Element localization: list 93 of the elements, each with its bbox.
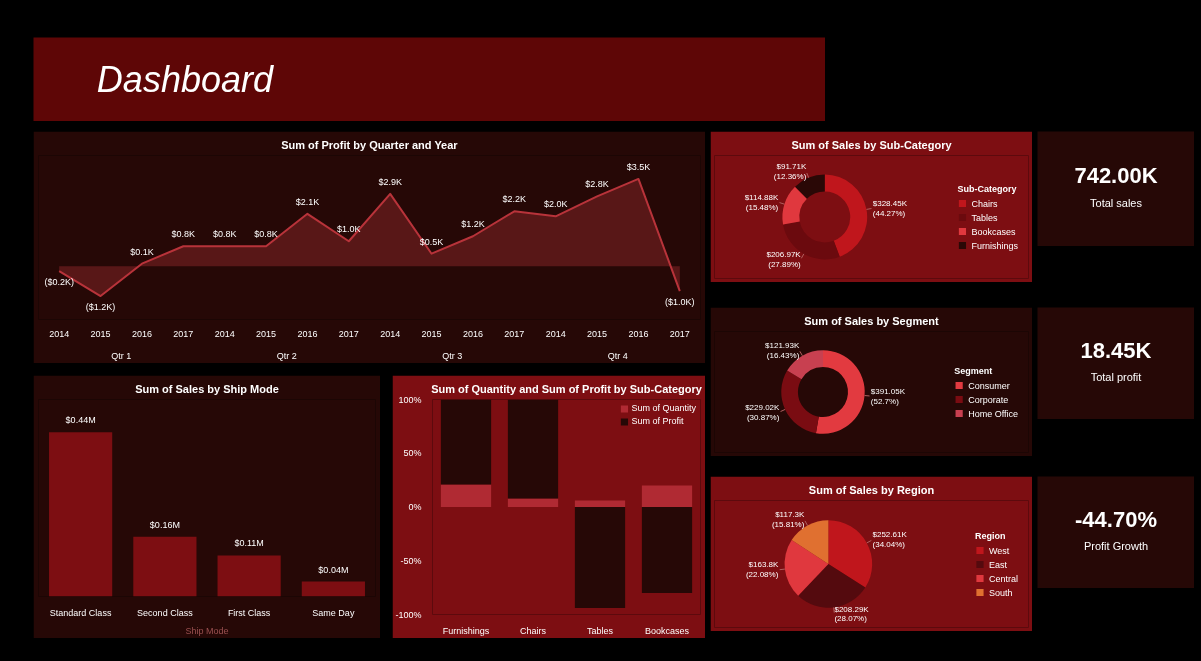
x-tick-label: 2016 [462, 328, 483, 339]
legend-label: Sum of Quantity [631, 403, 696, 413]
text: 742.00K [1074, 162, 1158, 188]
data-label: ($1.2K) [85, 302, 116, 313]
data-label: ($0.2K) [44, 277, 74, 288]
data-label: $0.8K [171, 229, 196, 240]
legend-label: Home Office [968, 408, 1018, 418]
chart-title: Sum of Sales by Region [808, 483, 935, 496]
data-label: $121.93K (16.43%) [765, 340, 800, 360]
text: -44.70% [1075, 506, 1157, 532]
x-tick-label: Tables [586, 625, 614, 636]
data-label: $1.0K [337, 224, 361, 235]
chart-title: Sum of Sales by Ship Mode [135, 382, 279, 395]
data-label: $229.02K (30.87%) [745, 402, 781, 422]
text: Qtr 2 [276, 350, 297, 361]
data-label: $1.2K [461, 219, 485, 230]
data-label: $2.2K [502, 194, 527, 205]
data-label: $0.44M [65, 415, 96, 426]
x-tick-label: Chairs [520, 625, 547, 636]
chart-title: Sum of Sales by Sub-Category [791, 138, 953, 151]
data-label: $0.04M [318, 564, 349, 575]
data-label: $391.05K (52.7%) [870, 386, 906, 406]
x-tick-label: 2016 [628, 328, 649, 339]
data-label: ($1.0K) [665, 297, 695, 308]
legend-label: West [988, 545, 1010, 555]
legend-label: East [988, 559, 1008, 569]
x-tick-label: 2015 [256, 328, 277, 339]
text: Total sales [1090, 196, 1143, 209]
x-tick-label: Bookcases [644, 625, 690, 636]
data-label: $2.1K [295, 196, 320, 207]
x-tick-label: 2014 [49, 328, 70, 339]
legend-label: Chairs [971, 198, 998, 208]
data-label: $117.3K (15.81%) [771, 510, 806, 530]
data-label: $2.9K [378, 176, 402, 187]
legend-title: Segment [954, 365, 994, 375]
legend-label: Furnishings [971, 240, 1018, 250]
y-tick-label: 100% [398, 394, 422, 405]
legend-label: South [988, 587, 1013, 597]
text: Qtr 1 [111, 350, 132, 361]
data-label: $114.88K (15.48%) [744, 192, 779, 212]
x-tick-label: 2017 [338, 328, 359, 339]
data-label: $2.8K [585, 179, 609, 190]
x-tick-label: 2016 [297, 328, 318, 339]
x-tick-label: 2015 [90, 328, 111, 339]
x-axis-title: Ship Mode [185, 625, 229, 636]
x-tick-label: 2016 [131, 328, 152, 339]
data-label: $208.29K (28.07%) [834, 604, 870, 624]
y-tick-label: -50% [400, 555, 422, 566]
text: Qtr 3 [442, 350, 463, 361]
x-tick-label: First Class [227, 607, 271, 618]
legend-label: Tables [971, 212, 998, 222]
x-tick-label: 2017 [504, 328, 525, 339]
text: Profit Growth [1083, 539, 1149, 552]
x-tick-label: 2015 [421, 328, 442, 339]
x-tick-label: Same Day [312, 607, 355, 618]
chart-title: Sum of Profit by Quarter and Year [281, 138, 459, 151]
x-tick-label: Standard Class [49, 607, 112, 618]
text: Dashboard [96, 59, 274, 100]
x-tick-label: Furnishings [442, 625, 490, 636]
x-tick-label: 2017 [173, 328, 194, 339]
data-label: $163.8K (22.08%) [745, 560, 779, 580]
data-label: $328.45K (44.27%) [872, 198, 908, 218]
x-tick-label: 2015 [587, 328, 608, 339]
x-tick-label: 2014 [380, 328, 401, 339]
text: 18.45K [1080, 337, 1152, 363]
data-label: $0.1K [130, 246, 154, 257]
text: Qtr 4 [607, 350, 628, 361]
x-tick-label: 2014 [545, 328, 566, 339]
data-label: $2.0K [543, 199, 568, 210]
data-label: $0.8K [212, 229, 237, 240]
data-label: $3.5K [626, 161, 651, 172]
legend-title: Sub-Category [957, 183, 1018, 193]
legend-label: Bookcases [971, 226, 1016, 236]
chart-title: Sum of Sales by Segment [804, 314, 940, 327]
y-tick-label: -100% [395, 609, 422, 620]
x-tick-label: Second Class [137, 607, 194, 618]
x-tick-label: 2017 [669, 328, 690, 339]
y-tick-label: 50% [403, 448, 422, 459]
legend-label: Central [988, 573, 1018, 583]
x-tick-label: 2014 [214, 328, 235, 339]
y-tick-label: 0% [408, 502, 422, 512]
data-label: $0.11M [234, 538, 264, 549]
data-label: $252.61K (34.04%) [872, 530, 908, 550]
legend-title: Region [974, 530, 1007, 540]
legend-label: Corporate [968, 394, 1009, 404]
data-label: $0.16M [149, 519, 180, 530]
data-label: $206.97K (27.89%) [766, 249, 802, 269]
legend-label: Sum of Profit [631, 416, 684, 426]
chart-title: Sum of Quantity and Sum of Profit by Sub-Category [431, 382, 703, 395]
data-label: $91.71K (12.36%) [773, 162, 807, 182]
legend-label: Consumer [968, 380, 1010, 390]
text: Total profit [1090, 370, 1142, 383]
data-label: $0.8K [254, 229, 278, 240]
